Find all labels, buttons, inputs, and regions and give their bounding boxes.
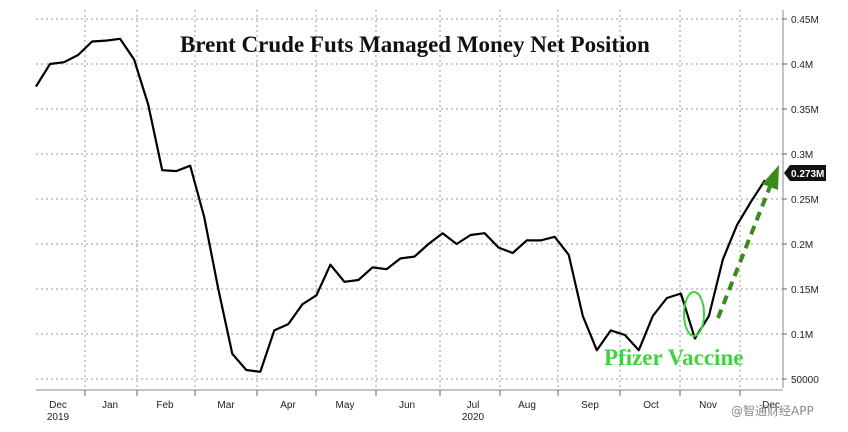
x-tick-label: May [336,400,355,411]
gridlines [36,10,783,388]
x-tick-label: Oct [643,400,659,411]
last-value-label: 0.273M [791,169,824,180]
x-tick-label: Nov [699,400,717,411]
y-tick-label: 0.1M [791,330,813,341]
chart-title: Brent Crude Futs Managed Money Net Posit… [180,32,650,57]
x-tick-label: Dec [762,400,780,411]
last-value-badge-shape [784,165,826,181]
y-tick-label: 0.35M [791,105,819,116]
y-tick-label: 0.3M [791,150,813,161]
trend-arrow-head [762,165,779,190]
x-tick-label: Feb [156,400,174,411]
x-tick-label: Jan [102,400,118,411]
x-tick-label: Jun [399,400,415,411]
vaccine-highlight-ellipse [683,291,705,337]
y-tick-label: 0.25M [791,195,819,206]
x-tick-label: Sep [581,400,599,411]
x-tick-year-label: 2019 [47,412,70,423]
x-tick-label: Jul [467,400,480,411]
trend-arrow-line [716,183,773,319]
y-tick-label: 0.45M [791,15,819,26]
x-tick-label: Mar [217,400,235,411]
last-value-badge: 0.273M [784,165,826,181]
y-tick-label: 50000 [791,375,819,386]
series-line-managed-money [35,37,766,373]
x-tick-year-label: 2020 [462,412,485,423]
y-tick-label: 0.2M [791,240,813,251]
x-tick-label: Apr [280,400,296,411]
x-tick-label: Aug [518,400,536,411]
y-axis-ticks: 50000 0.1M 0.15M 0.2M 0.25M 0.3M 0.35M 0.4M 0.45… [783,15,819,386]
pfizer-vaccine-annotation: Pfizer Vaccine [604,345,743,370]
y-tick-label: 0.4M [791,60,813,71]
watermark-text: @智通财经APP [731,403,814,418]
y-tick-label: 0.15M [791,285,819,296]
x-tick-label: Dec [49,400,67,411]
